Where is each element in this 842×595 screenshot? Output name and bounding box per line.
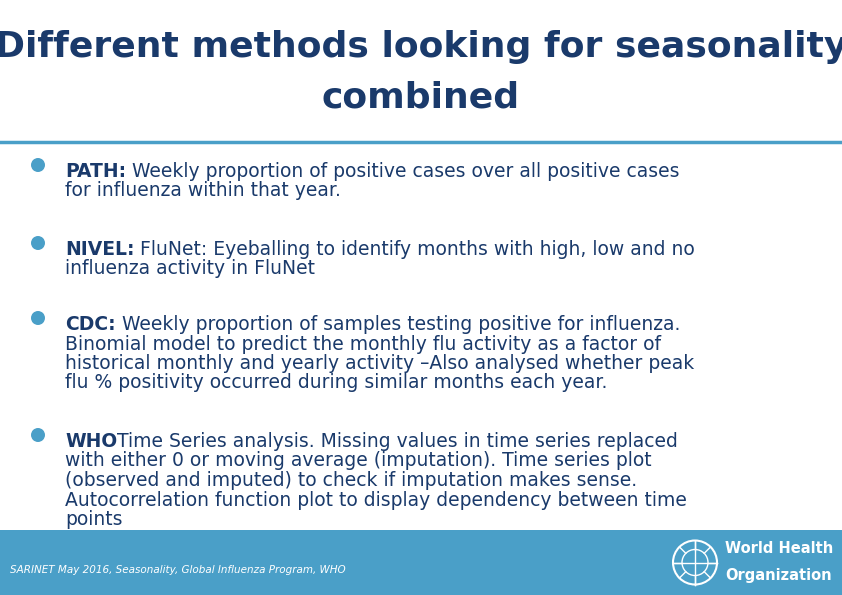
Text: Different methods looking for seasonality: Different methods looking for seasonalit… — [0, 30, 842, 64]
Text: Time Series analysis. Missing values in time series replaced: Time Series analysis. Missing values in … — [117, 432, 678, 451]
Text: CDC:: CDC: — [65, 315, 115, 334]
Text: with either 0 or moving average (imputation). Time series plot: with either 0 or moving average (imputat… — [65, 452, 652, 471]
Text: Weekly proportion of positive cases over all positive cases: Weekly proportion of positive cases over… — [126, 162, 679, 181]
Text: Binomial model to predict the monthly flu activity as a factor of: Binomial model to predict the monthly fl… — [65, 334, 661, 353]
Text: Weekly proportion of samples testing positive for influenza.: Weekly proportion of samples testing pos… — [115, 315, 680, 334]
Text: Organization: Organization — [725, 568, 832, 583]
Text: (observed and imputed) to check if imputation makes sense.: (observed and imputed) to check if imput… — [65, 471, 637, 490]
Circle shape — [31, 236, 45, 250]
Text: influenza activity in FluNet: influenza activity in FluNet — [65, 259, 315, 278]
Text: FluNet: Eyeballing to identify months with high, low and no: FluNet: Eyeballing to identify months wi… — [135, 240, 695, 259]
Text: WHO: WHO — [65, 432, 117, 451]
Circle shape — [31, 311, 45, 325]
Text: historical monthly and yearly activity –Also analysed whether peak: historical monthly and yearly activity –… — [65, 354, 695, 373]
Circle shape — [31, 428, 45, 442]
Text: combined: combined — [322, 81, 520, 115]
Text: SARINET May 2016, Seasonality, Global Influenza Program, WHO: SARINET May 2016, Seasonality, Global In… — [10, 565, 345, 575]
Text: PATH:: PATH: — [65, 162, 126, 181]
Text: NIVEL:: NIVEL: — [65, 240, 135, 259]
Text: Autocorrelation function plot to display dependency between time: Autocorrelation function plot to display… — [65, 490, 687, 509]
Text: World Health: World Health — [725, 541, 834, 556]
Bar — [0, 530, 842, 595]
Text: flu % positivity occurred during similar months each year.: flu % positivity occurred during similar… — [65, 374, 607, 393]
Text: points: points — [65, 510, 122, 529]
Text: for influenza within that year.: for influenza within that year. — [65, 181, 341, 201]
Circle shape — [31, 158, 45, 172]
